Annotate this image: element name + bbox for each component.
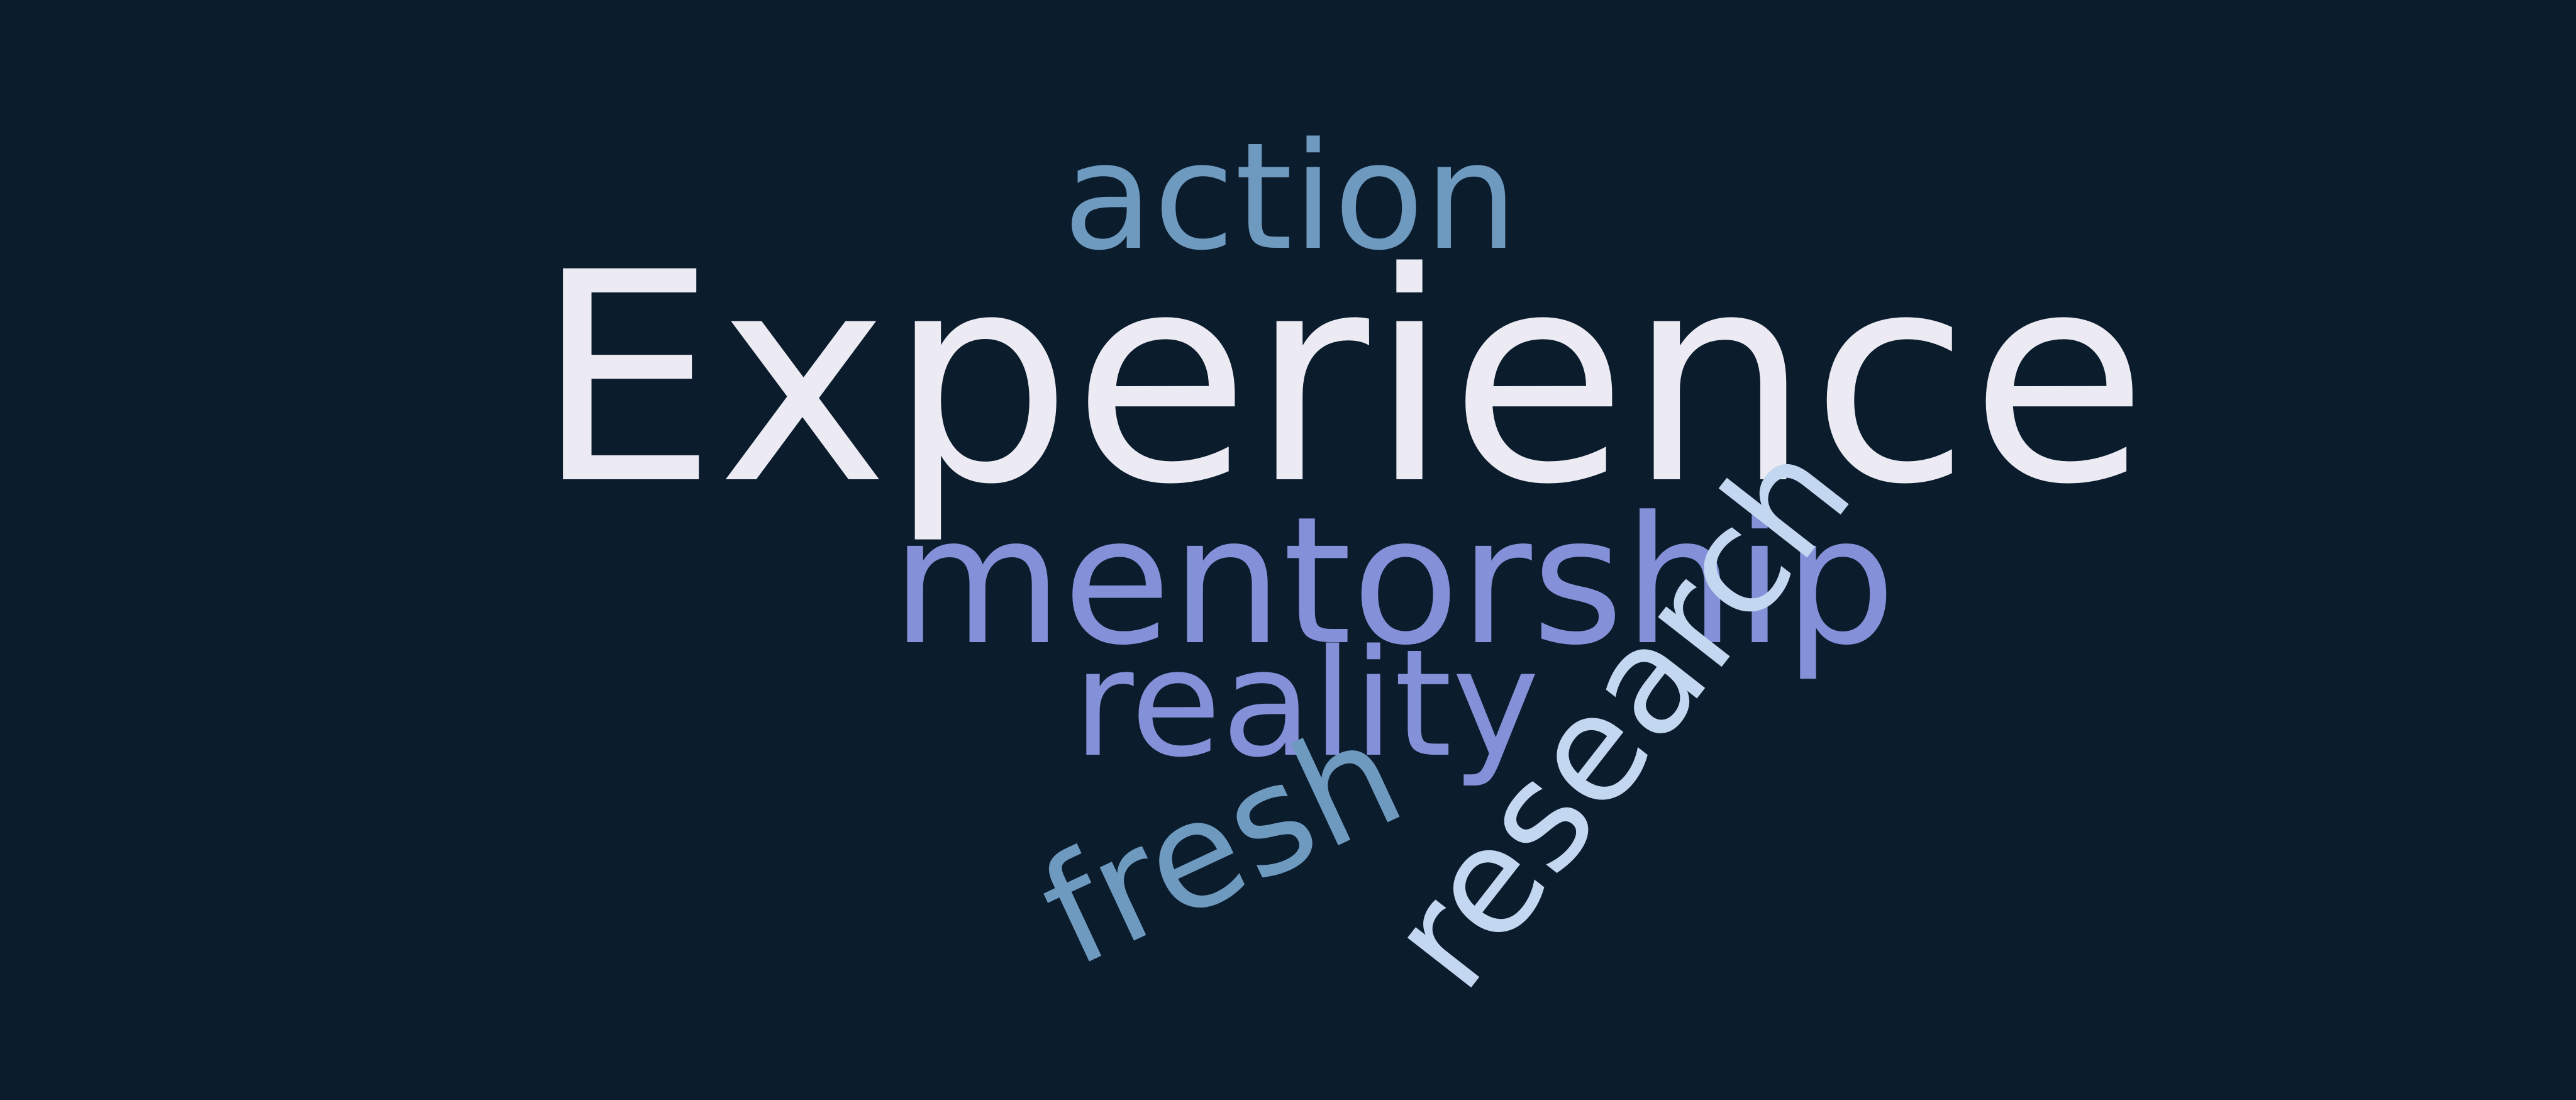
- word-experience: Experience: [535, 211, 2148, 548]
- word-mentorship: mentorship: [891, 479, 1896, 684]
- word-reality: reality: [1073, 618, 1540, 790]
- word-action: action: [1063, 111, 1518, 283]
